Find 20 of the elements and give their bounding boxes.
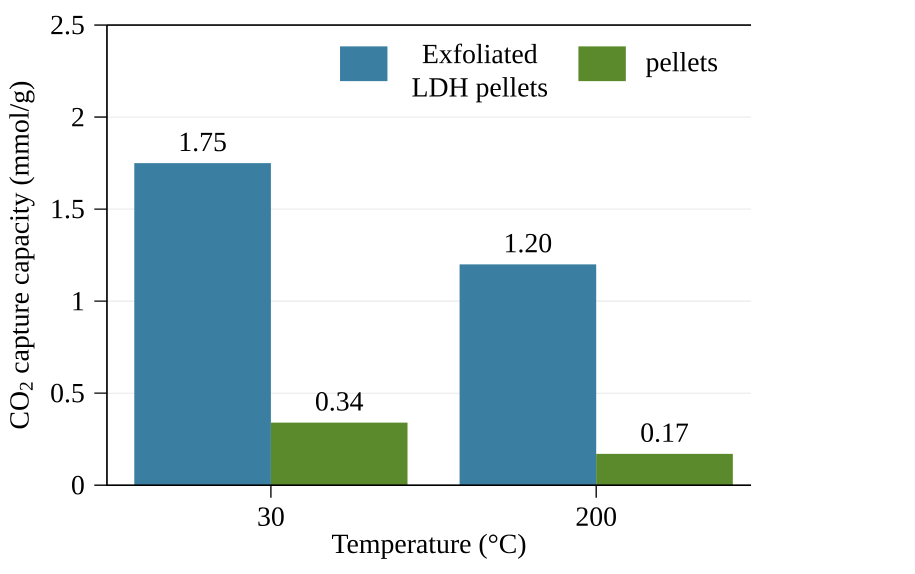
x-axis-title: Temperature (°C) bbox=[332, 534, 526, 559]
legend-label: Exfoliated LDH pellets bbox=[412, 44, 548, 102]
y-tick-label: 0 bbox=[72, 476, 84, 495]
data-label: 0.17 bbox=[641, 423, 688, 442]
y-tick-label: 1 bbox=[73, 292, 84, 310]
bar bbox=[270, 422, 408, 486]
data-label: 1.75 bbox=[180, 132, 226, 152]
bar bbox=[134, 163, 271, 486]
y-axis-title: CO$_{2}$ capture capacity (mmol/g) bbox=[9, 82, 35, 429]
y-tick-label: 2 bbox=[72, 108, 84, 126]
bar bbox=[596, 454, 733, 486]
y-tick-label: 1.5 bbox=[52, 200, 84, 219]
x-tick-label: 30 bbox=[258, 507, 284, 526]
y-tick-label: 2.5 bbox=[51, 16, 84, 35]
bar bbox=[460, 264, 596, 486]
y-tick-label: 0.5 bbox=[51, 384, 84, 403]
legend-label: pellets bbox=[646, 52, 718, 78]
data-label: 1.20 bbox=[506, 234, 552, 253]
data-label: 0.34 bbox=[316, 392, 364, 411]
x-tick-label: 200 bbox=[576, 507, 616, 526]
